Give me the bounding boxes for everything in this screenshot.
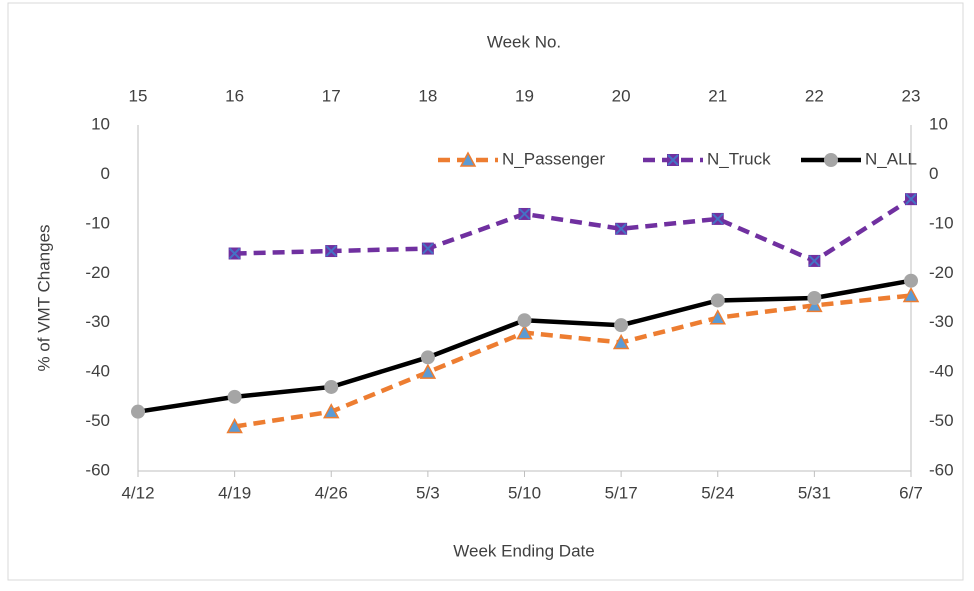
y-tick-label: -30 — [85, 312, 110, 331]
y2-tick-label: -30 — [929, 312, 954, 331]
x-tick-label: 5/17 — [605, 483, 638, 502]
y2-tick-label: -10 — [929, 213, 954, 232]
marker-x — [518, 208, 531, 220]
y-tick-label: 10 — [91, 114, 110, 133]
marker — [709, 309, 727, 325]
top-tick-label: 15 — [129, 86, 148, 105]
x-tick-label: 4/19 — [218, 483, 251, 502]
y-tick-label: -10 — [85, 213, 110, 232]
x-tick-label: 4/12 — [121, 483, 154, 502]
marker — [325, 245, 338, 258]
marker — [459, 151, 477, 167]
marker-x — [325, 245, 337, 257]
marker — [419, 363, 437, 379]
top-tick-label: 16 — [225, 86, 244, 105]
marker — [421, 242, 434, 255]
marker — [518, 207, 531, 220]
x-tick-label: 5/3 — [416, 483, 440, 502]
marker — [322, 403, 340, 419]
x-tick-label: 5/10 — [508, 483, 541, 502]
y-axis-title: % of VMT Changes — [34, 224, 53, 371]
marker — [808, 254, 821, 267]
marker — [710, 293, 725, 308]
y-tick-label: 0 — [101, 164, 110, 183]
marker — [420, 350, 435, 365]
marker — [904, 273, 918, 288]
y-tick-label: -40 — [85, 362, 110, 381]
marker — [667, 154, 679, 166]
y2-tick-label: -50 — [929, 411, 954, 430]
marker-x — [667, 154, 679, 166]
top-tick-label: 23 — [902, 86, 921, 105]
marker — [824, 153, 838, 167]
y2-tick-label: 10 — [929, 114, 948, 133]
marker — [902, 286, 920, 303]
y2-tick-label: 0 — [929, 164, 938, 183]
marker-x — [712, 213, 724, 225]
y2-tick-label: -20 — [929, 263, 954, 282]
legend-label: N_ALL — [865, 149, 917, 168]
x-tick-label: 5/31 — [798, 483, 831, 502]
legend-label: N_Passenger — [502, 149, 605, 168]
y-tick-label: -20 — [85, 263, 110, 282]
marker — [131, 404, 145, 419]
marker-x — [808, 255, 821, 267]
x-tick-label: 6/7 — [899, 483, 923, 502]
marker-x — [615, 223, 627, 235]
marker-x — [228, 247, 241, 260]
top-tick-label: 20 — [612, 86, 631, 105]
marker-x — [422, 242, 434, 255]
series-line — [234, 293, 912, 429]
marker — [227, 389, 242, 404]
marker — [517, 313, 532, 328]
marker — [807, 291, 822, 305]
top-tick-label: 18 — [418, 86, 437, 105]
top-tick-label: 21 — [708, 86, 727, 105]
top-tick-label: 17 — [322, 86, 341, 105]
marker — [614, 318, 629, 333]
top-axis-title: Week No. — [487, 32, 561, 51]
y-tick-label: -60 — [85, 460, 110, 479]
marker — [905, 193, 917, 206]
marker — [612, 333, 630, 350]
marker — [516, 324, 533, 340]
x-axis-title: Week Ending Date — [453, 541, 594, 560]
top-tick-label: 19 — [515, 86, 534, 105]
marker — [615, 222, 628, 235]
y2-tick-label: -40 — [929, 362, 954, 381]
y-tick-label: -50 — [85, 411, 110, 430]
marker — [228, 247, 241, 260]
y2-tick-label: -60 — [929, 460, 954, 479]
chart-border — [7, 2, 964, 581]
top-tick-label: 22 — [805, 86, 824, 105]
series-line — [234, 197, 913, 264]
marker — [226, 417, 243, 434]
x-tick-label: 4/26 — [315, 483, 348, 502]
marker — [711, 212, 724, 225]
x-tick-label: 5/24 — [701, 483, 734, 502]
marker — [324, 379, 339, 394]
marker-x — [905, 193, 917, 205]
legend-label: N_Truck — [707, 149, 771, 168]
